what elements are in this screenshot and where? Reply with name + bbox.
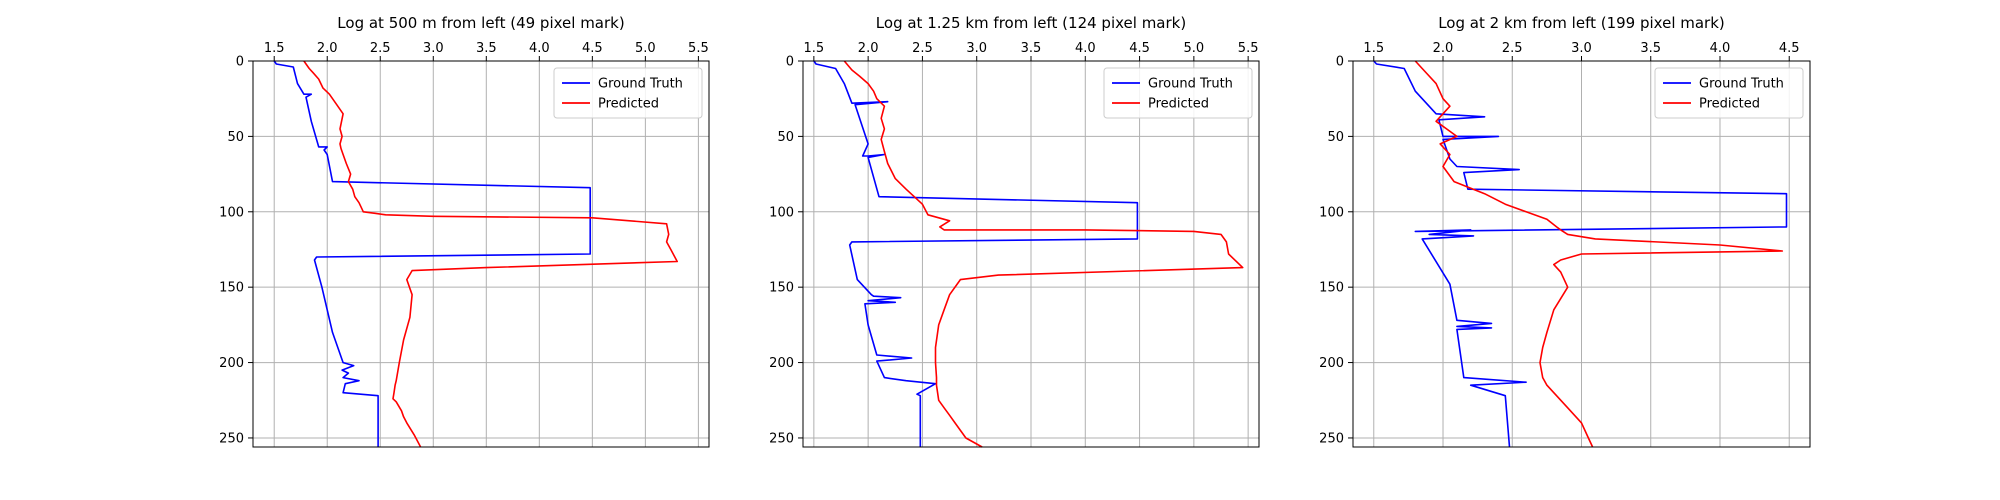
axes-frame: [252, 60, 710, 448]
x-tick-label: 3.0: [1571, 41, 1592, 56]
x-tick-label: 3.5: [476, 41, 497, 56]
log-panel-1-25km: 1.5 2.0 2.5 3.0 3.5 4.0 4.5 5.0 5.5 0 50 100 150 200 2…: [769, 14, 1260, 448]
y-tick-label: 200: [769, 356, 794, 371]
legend: Ground Truth Predicted: [553, 67, 703, 119]
series-line-ground-truth: [273, 60, 592, 447]
series-line-predicted: [1414, 60, 1784, 448]
y-tick-label: 0: [236, 55, 244, 70]
legend-label-ground-truth: Ground Truth: [598, 77, 683, 92]
series-line-predicted: [843, 60, 1244, 448]
y-tick-label: 150: [219, 281, 244, 296]
y-tick-label: 50: [1327, 130, 1344, 145]
x-tick-label: 4.0: [1075, 41, 1096, 56]
y-tick-label: 150: [769, 281, 794, 296]
y-tick-label: 100: [769, 205, 794, 220]
x-tick-label: 2.0: [1433, 41, 1454, 56]
legend-box: [1654, 67, 1804, 119]
series-line-ground-truth: [1373, 60, 1788, 448]
x-tick-label: 5.5: [688, 41, 709, 56]
y-tick-label: 150: [1319, 281, 1344, 296]
x-tick-label: 3.0: [966, 41, 987, 56]
legend-label-ground-truth: Ground Truth: [1148, 77, 1233, 92]
y-tick-label: 200: [1319, 356, 1344, 371]
x-tick-label: 4.0: [1710, 41, 1731, 56]
x-tick-label: 1.5: [1363, 41, 1384, 56]
x-tick-label: 1.5: [804, 41, 825, 56]
x-tick-label: 2.5: [912, 41, 933, 56]
panel-title: Log at 1.25 km from left (124 pixel mark…: [876, 14, 1186, 32]
y-tick-label: 0: [786, 55, 794, 70]
x-tick-label: 5.0: [635, 41, 656, 56]
y-tick-label: 250: [219, 431, 244, 446]
legend: Ground Truth Predicted: [1103, 67, 1253, 119]
y-tick-label: 200: [219, 356, 244, 371]
x-tick-label: 3.5: [1640, 41, 1661, 56]
legend-box: [553, 67, 703, 119]
y-tick-label: 250: [769, 431, 794, 446]
x-tick-label: 5.0: [1184, 41, 1205, 56]
x-tick-label: 5.5: [1238, 41, 1259, 56]
log-panel-2km: 1.5 2.0 2.5 3.0 3.5 4.0 4.5 0 50 100 150 200 250 Log …: [1319, 14, 1811, 448]
x-tick-label: 2.0: [317, 41, 338, 56]
legend-label-predicted: Predicted: [1148, 97, 1209, 112]
x-tick-label: 2.5: [1502, 41, 1523, 56]
x-tick-label: 4.5: [1129, 41, 1150, 56]
legend: Ground Truth Predicted: [1654, 67, 1804, 119]
x-tick-label: 4.0: [529, 41, 550, 56]
y-tick-label: 100: [219, 205, 244, 220]
panel-title: Log at 500 m from left (49 pixel mark): [337, 14, 624, 32]
x-tick-label: 4.5: [1779, 41, 1800, 56]
log-panel-500m: 1.5 2.0 2.5 3.0 3.5 4.0 4.5 5.0 5.5 0 50 100 150 200 2…: [219, 14, 710, 448]
x-tick-label: 2.0: [858, 41, 879, 56]
y-tick-label: 0: [1336, 55, 1344, 70]
legend-label-predicted: Predicted: [598, 97, 659, 112]
y-tick-label: 100: [1319, 205, 1344, 220]
legend-label-ground-truth: Ground Truth: [1699, 77, 1784, 92]
y-tick-label: 50: [227, 130, 244, 145]
series-line-predicted: [303, 60, 679, 448]
series-line-ground-truth: [813, 60, 1139, 447]
legend-label-predicted: Predicted: [1699, 97, 1760, 112]
x-tick-label: 2.5: [370, 41, 391, 56]
panel-title: Log at 2 km from left (199 pixel mark): [1438, 14, 1725, 32]
x-tick-label: 4.5: [582, 41, 603, 56]
x-tick-label: 3.5: [1021, 41, 1042, 56]
x-tick-label: 1.5: [264, 41, 285, 56]
legend-box: [1103, 67, 1253, 119]
x-tick-label: 3.0: [423, 41, 444, 56]
y-tick-label: 250: [1319, 431, 1344, 446]
y-tick-label: 50: [777, 130, 794, 145]
